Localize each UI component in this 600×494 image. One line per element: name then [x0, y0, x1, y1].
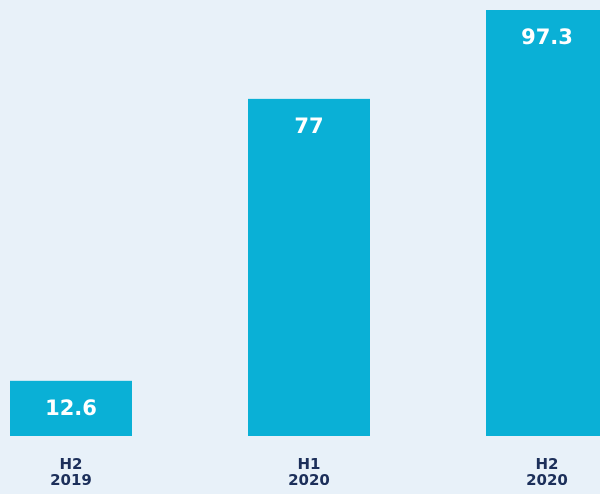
x-tick-label: H2 2020 [526, 455, 568, 489]
x-tick-label: H2 2019 [50, 455, 92, 489]
bar [248, 98, 370, 437]
bar [10, 380, 132, 436]
value-label: 77 [294, 114, 323, 138]
value-label: 97.3 [521, 25, 573, 49]
bar [486, 10, 600, 436]
value-label: 12.6 [45, 396, 97, 420]
x-tick-label: H1 2020 [288, 455, 330, 489]
